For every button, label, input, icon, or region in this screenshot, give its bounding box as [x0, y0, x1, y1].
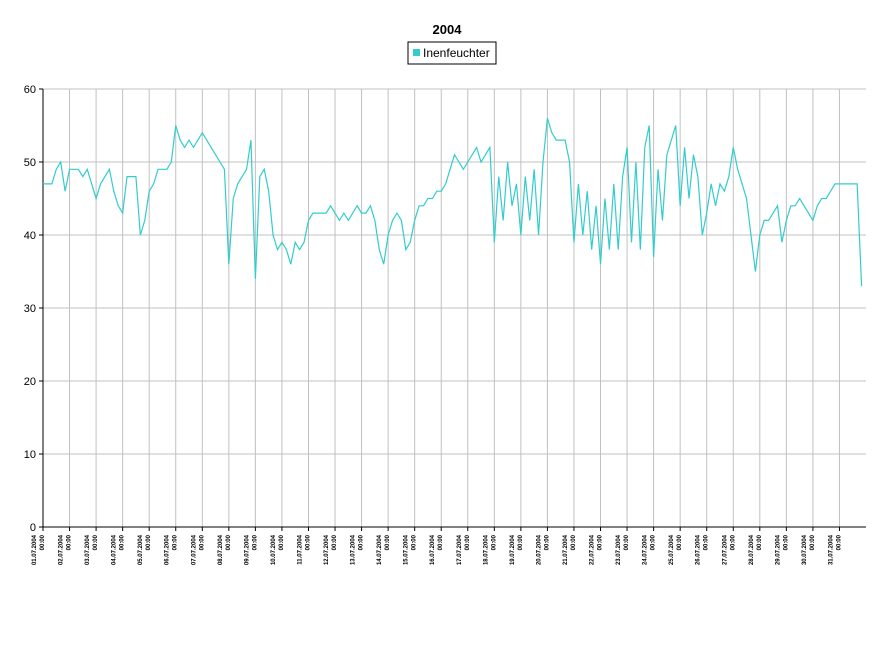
x-tick-label: 21.07.2004 00:00 [563, 534, 577, 565]
x-tick-label: 26.07.2004 00:00 [696, 534, 710, 565]
x-tick-label: 19.07.2004 00:00 [510, 534, 524, 565]
x-tick-label: 18.07.2004 00:00 [483, 534, 497, 565]
x-tick-label: 22.07.2004 00:00 [590, 534, 604, 565]
x-tick-label: 07.07.2004 00:00 [191, 534, 205, 565]
x-tick-label: 30.07.2004 00:00 [802, 534, 816, 565]
y-tick-label: 10 [24, 449, 36, 461]
legend: Inenfeuchter [407, 41, 497, 65]
y-tick-label: 50 [24, 157, 36, 169]
x-tick-label: 13.07.2004 00:00 [351, 534, 365, 565]
x-tick-label: 01.07.2004 00:00 [32, 534, 46, 565]
y-tick-label: 30 [24, 303, 36, 315]
chart-title: 2004 [433, 22, 463, 37]
x-tick-label: 11.07.2004 00:00 [297, 534, 311, 564]
x-tick-label: 12.07.2004 00:00 [324, 534, 338, 565]
x-tick-label: 05.07.2004 00:00 [138, 534, 152, 565]
x-tick-label: 24.07.2004 00:00 [643, 534, 657, 565]
x-tick-label: 16.07.2004 00:00 [430, 534, 444, 565]
x-tick-label: 06.07.2004 00:00 [165, 534, 179, 565]
x-tick-label: 03.07.2004 00:00 [85, 534, 99, 565]
y-tick-label: 60 [24, 84, 36, 96]
x-tick-label: 28.07.2004 00:00 [749, 534, 763, 565]
data-line [43, 118, 863, 287]
x-tick-label: 27.07.2004 00:00 [722, 534, 736, 565]
x-tick-label: 23.07.2004 00:00 [616, 534, 630, 565]
x-tick-label: 09.07.2004 00:00 [244, 534, 258, 565]
x-tick-label: 31.07.2004 00:00 [828, 534, 842, 565]
y-tick-label: 40 [24, 230, 36, 242]
x-tick-label: 25.07.2004 00:00 [669, 534, 683, 565]
x-tick-label: 02.07.2004 00:00 [59, 534, 73, 565]
x-tick-label: 14.07.2004 00:00 [377, 534, 391, 565]
legend-box [407, 41, 497, 65]
y-tick-label: 0 [30, 522, 36, 534]
legend-label: Inenfeuchter [423, 46, 490, 60]
y-tick-label: 20 [24, 376, 36, 388]
x-tick-label: 20.07.2004 00:00 [536, 534, 550, 565]
x-tick-label: 04.07.2004 00:00 [112, 534, 126, 565]
legend-swatch [413, 49, 420, 56]
x-tick-label: 29.07.2004 00:00 [775, 534, 789, 565]
x-tick-label: 08.07.2004 00:00 [218, 534, 232, 565]
x-tick-label: 10.07.2004 00:00 [271, 534, 285, 565]
x-tick-label: 15.07.2004 00:00 [404, 534, 418, 565]
x-tick-label: 17.07.2004 00:00 [457, 534, 471, 565]
